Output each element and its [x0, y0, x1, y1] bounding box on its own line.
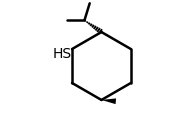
Polygon shape: [101, 98, 116, 104]
Text: HS: HS: [53, 47, 72, 61]
